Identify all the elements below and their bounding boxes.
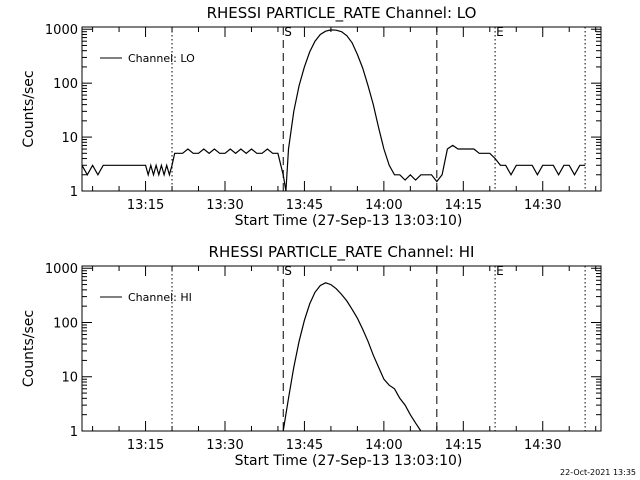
x-tick-label: 13:15 [127,198,164,213]
marker-label: S [284,264,292,278]
marker-label: S [284,25,292,39]
x-tick-label: 14:00 [365,438,402,453]
footer-timestamp: 22-Oct-2021 13:35 [560,468,636,477]
series-line [282,282,422,432]
y-axis-label: Counts/sec [21,310,37,387]
y-tick-label: 100 [53,316,78,331]
x-tick-label: 14:15 [445,198,482,213]
x-tick-label: 14:30 [524,198,561,213]
x-tick-label: 14:15 [445,438,482,453]
y-tick-label: 1 [70,425,78,440]
legend-label: Channel: LO [128,52,195,65]
marker-label: E [496,25,504,39]
x-tick-label: 14:00 [365,198,402,213]
x-axis-label: Start Time (27-Sep-13 13:03:10) [235,213,463,229]
x-axis-label: Start Time (27-Sep-13 13:03:10) [235,453,463,469]
plot-frame [81,26,602,192]
x-tick-label: 13:30 [206,438,243,453]
marker-label: E [496,264,504,278]
chart-title: RHESSI PARTICLE_RATE Channel: LO [207,4,477,23]
x-tick-label: 13:30 [206,198,243,213]
y-tick-label: 10 [61,371,78,386]
legend-label: Channel: HI [128,291,192,304]
x-tick-label: 13:45 [286,438,323,453]
y-tick-label: 1000 [45,262,78,277]
series-line [81,29,586,192]
y-tick-label: 1000 [45,23,78,38]
y-tick-label: 10 [61,131,78,146]
y-tick-label: 100 [53,77,78,92]
y-tick-label: 1 [70,185,78,200]
x-tick-label: 13:45 [286,198,323,213]
plot-frame [81,265,602,432]
chart-title: RHESSI PARTICLE_RATE Channel: HI [209,243,475,262]
y-axis-label: Counts/sec [21,70,37,147]
x-tick-label: 14:30 [524,438,561,453]
x-tick-label: 13:15 [127,438,164,453]
